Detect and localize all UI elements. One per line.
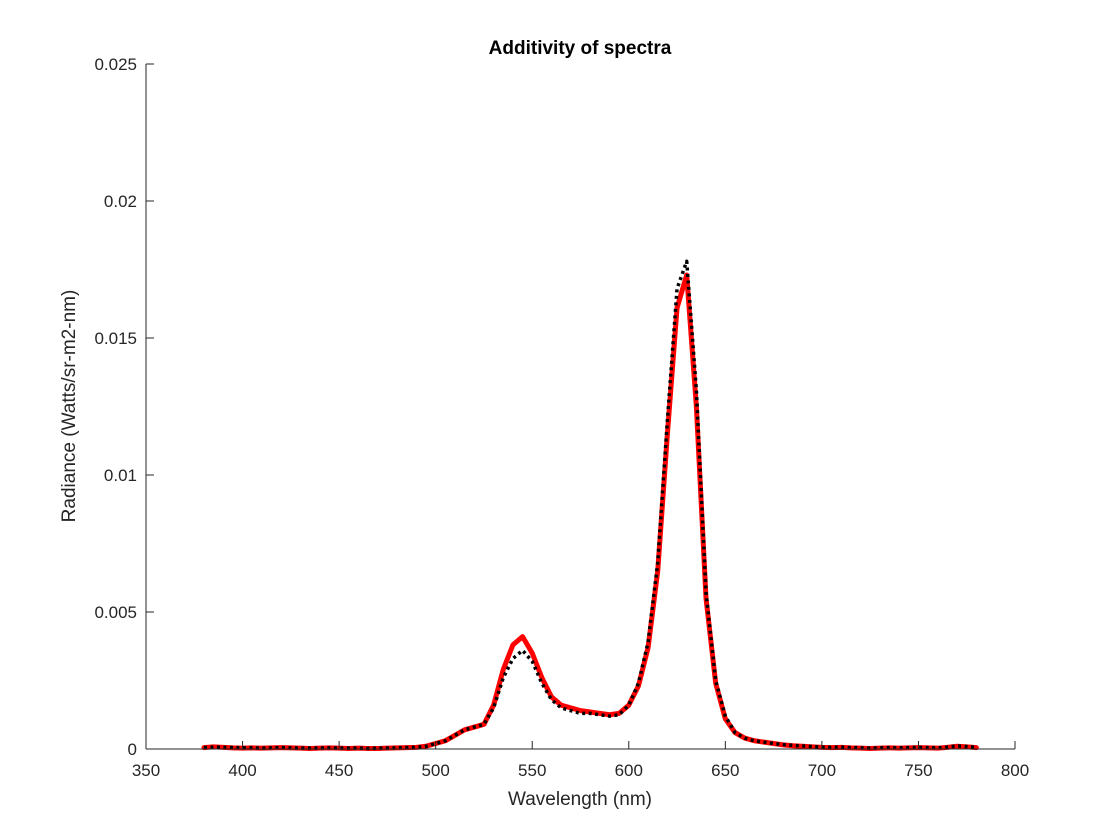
x-axis-label: Wavelength (nm) <box>508 789 652 810</box>
plot-lines <box>201 259 979 751</box>
y-tick-label: 0.025 <box>94 55 137 74</box>
x-tick-label: 350 <box>132 761 160 780</box>
x-tick-label: 800 <box>1001 761 1029 780</box>
x-tick-label: 750 <box>904 761 932 780</box>
x-axis-ticks: 350 400 450 500 550 600 650 700 750 800 <box>132 741 1029 780</box>
y-tick-label: 0.01 <box>104 466 137 485</box>
x-tick-label: 650 <box>711 761 739 780</box>
chart-title: Additivity of spectra <box>489 38 672 59</box>
x-tick-label: 450 <box>325 761 353 780</box>
x-tick-label: 700 <box>808 761 836 780</box>
y-tick-label: 0.005 <box>94 603 137 622</box>
series-line-dotted-black <box>203 259 977 751</box>
y-axis-label: Radiance (Watts/sr-m2-nm) <box>59 290 80 523</box>
y-tick-label: 0.02 <box>104 192 137 211</box>
y-axis-ticks: 0 0.005 0.01 0.015 0.02 0.025 <box>94 55 154 759</box>
x-tick-label: 550 <box>518 761 546 780</box>
x-tick-label: 500 <box>421 761 449 780</box>
y-tick-label: 0 <box>128 740 137 759</box>
x-tick-label: 600 <box>615 761 643 780</box>
x-tick-label: 400 <box>228 761 256 780</box>
y-tick-label: 0.015 <box>94 329 137 348</box>
